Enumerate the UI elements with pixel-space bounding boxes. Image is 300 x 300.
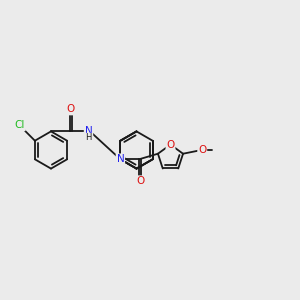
Text: O: O	[167, 140, 175, 150]
Text: O: O	[67, 104, 75, 115]
Text: Cl: Cl	[14, 120, 25, 130]
Text: N: N	[116, 154, 124, 164]
Text: H: H	[85, 134, 92, 142]
Text: O: O	[136, 176, 144, 186]
Text: N: N	[85, 126, 92, 136]
Text: O: O	[198, 145, 206, 154]
